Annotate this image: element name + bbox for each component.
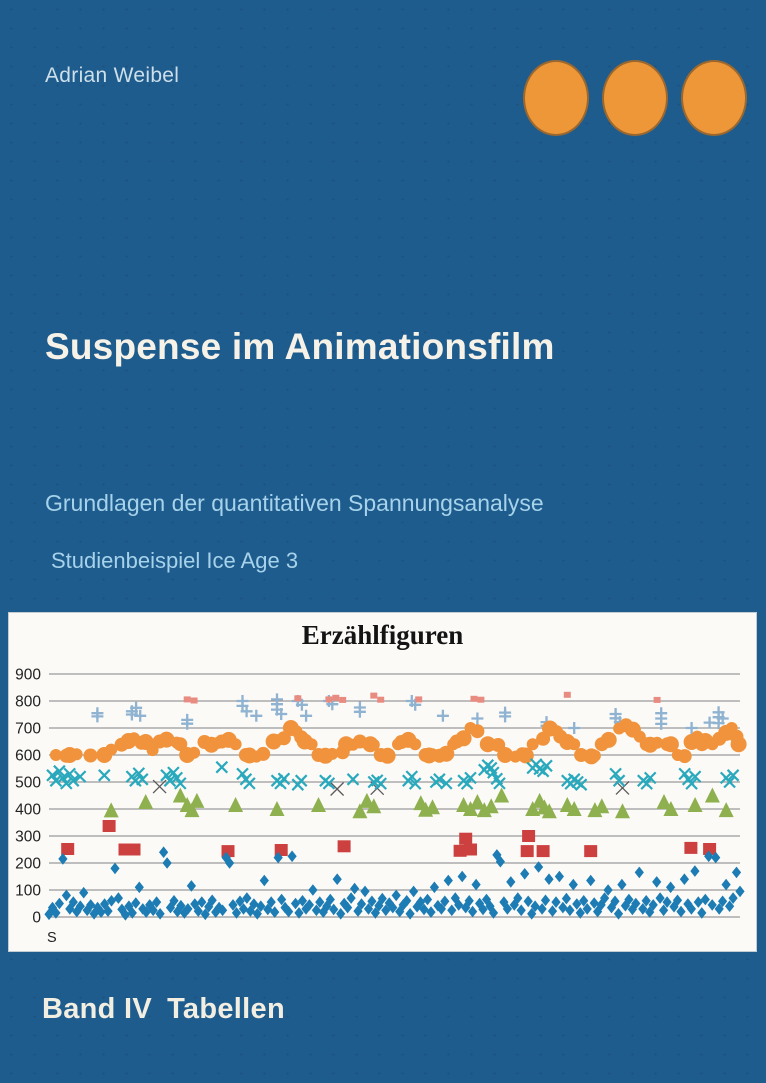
chart-title: Erzählfiguren: [301, 620, 464, 650]
svg-text:0: 0: [32, 910, 41, 927]
volume-title: Tabellen: [167, 993, 285, 1025]
svg-text:800: 800: [15, 694, 41, 711]
svg-text:100: 100: [15, 883, 41, 900]
publisher-logo-dots: [523, 60, 747, 136]
svg-text:300: 300: [15, 829, 41, 846]
chart-plot: 900 800 700 600 500 400 300 200 100 0S: [15, 667, 747, 946]
svg-text:S: S: [47, 930, 57, 946]
circle-icon: [602, 60, 668, 136]
circle-icon: [523, 60, 589, 136]
book-subtitle-example: Studienbeispiel Ice Age 3: [51, 548, 299, 573]
book-subtitle: Grundlagen der quantitativen Spannungsan…: [45, 490, 544, 516]
svg-text:400: 400: [15, 802, 41, 819]
chart-panel: 900 800 700 600 500 400 300 200 100 0 S Erzählfigu…: [8, 612, 757, 952]
book-title: Suspense im Animationsfilm: [45, 326, 555, 367]
svg-text:900: 900: [15, 667, 41, 684]
volume-label: Band IV Tabellen: [42, 993, 285, 1026]
circle-icon: [681, 60, 747, 136]
svg-text:200: 200: [15, 856, 41, 873]
svg-text:500: 500: [15, 775, 41, 792]
volume-number: Band IV: [42, 993, 153, 1025]
svg-text:600: 600: [15, 748, 41, 765]
svg-text:700: 700: [15, 721, 41, 738]
author-name: Adrian Weibel: [45, 64, 180, 87]
